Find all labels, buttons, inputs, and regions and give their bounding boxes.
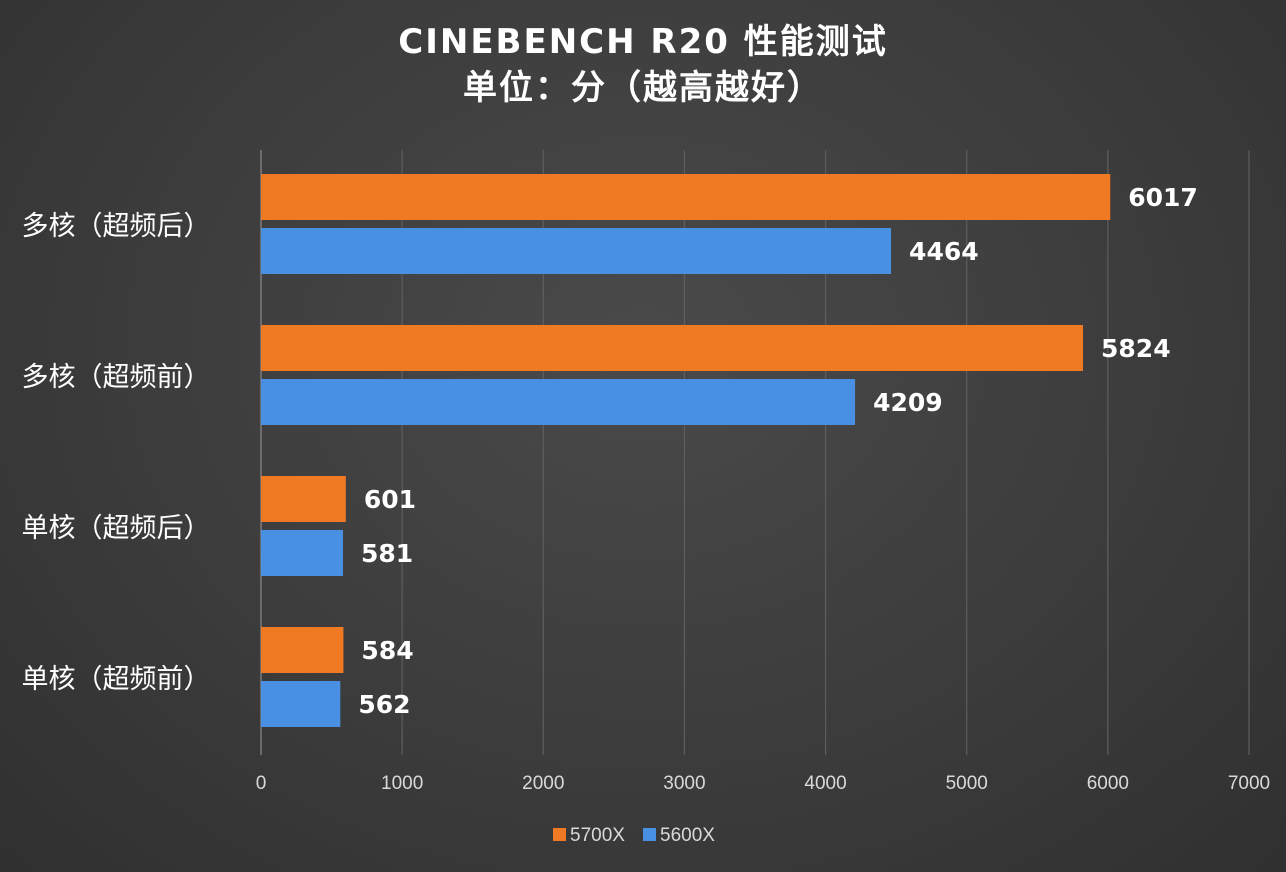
legend-label: 5700X: [570, 825, 625, 846]
bar-5700x: [261, 627, 344, 673]
data-label: 4464: [909, 237, 979, 266]
bar-5700x: [261, 174, 1111, 220]
category-label: 单核（超频后）: [22, 513, 211, 544]
x-tick-label: 1000: [381, 773, 423, 794]
x-tick-label: 6000: [1087, 773, 1129, 794]
bar-5600x: [261, 228, 892, 274]
x-tick-label: 4000: [804, 773, 846, 794]
x-tick-label: 5000: [946, 773, 988, 794]
data-label: 584: [361, 636, 413, 665]
category-label: 多核（超频前）: [22, 362, 211, 393]
bar-5600x: [261, 681, 341, 727]
x-tick-label: 2000: [522, 773, 564, 794]
category-label: 单核（超频前）: [22, 664, 211, 695]
x-tick-label: 7000: [1228, 773, 1270, 794]
data-label: 581: [361, 539, 413, 568]
x-tick-label: 0: [256, 773, 267, 794]
data-label: 601: [364, 485, 416, 514]
bar-5600x: [261, 379, 856, 425]
x-tick-label: 3000: [663, 773, 705, 794]
category-label: 多核（超频后）: [22, 211, 211, 242]
bar-5700x: [261, 476, 346, 522]
legend-swatch-5700x: [553, 828, 566, 841]
chart-title: CINEBENCH R20 性能测试: [398, 22, 888, 62]
data-label: 562: [358, 690, 410, 719]
chart-subtitle: 单位：分（越高越好）: [463, 68, 823, 108]
bar-5600x: [261, 530, 344, 576]
legend-label: 5600X: [660, 825, 715, 846]
data-label: 6017: [1128, 183, 1198, 212]
data-label: 5824: [1101, 334, 1171, 363]
labels: 0 1000 2000 3000 4000 5000 6000 7000 多核（超频后） 6017…: [22, 183, 1271, 794]
legend-swatch-5600x: [643, 828, 656, 841]
data-label: 4209: [873, 388, 943, 417]
legend: 5700X 5600X: [553, 825, 715, 846]
bars: [261, 174, 1111, 727]
bar-5700x: [261, 325, 1084, 371]
